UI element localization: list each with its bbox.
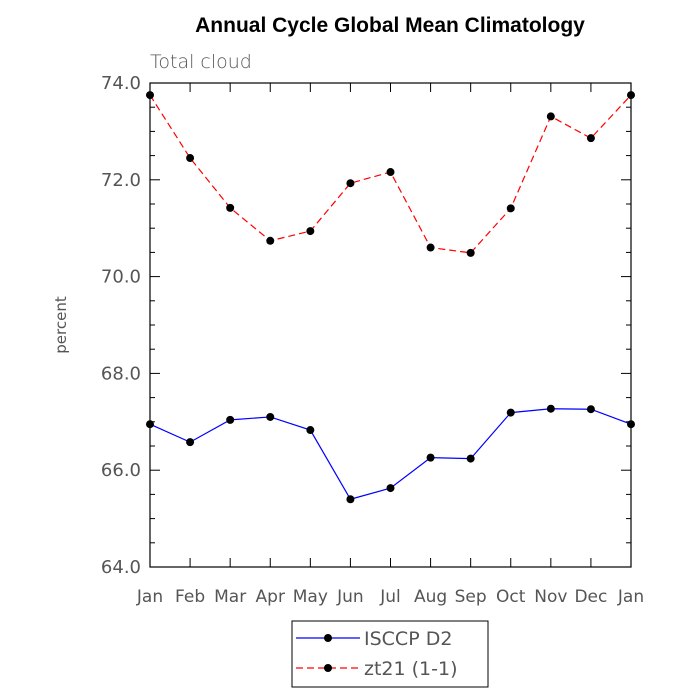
legend-marker-zt21 xyxy=(324,664,332,672)
x-tick-label: Jan xyxy=(136,587,163,607)
data-point xyxy=(226,415,235,424)
data-point xyxy=(186,438,195,447)
axes-layer: Jan Feb Mar Apr May Jun Jul Aug Sep Oct Nov Dec Jan 6… xyxy=(101,73,644,607)
data-point xyxy=(586,134,595,143)
y-tick-label: 74.0 xyxy=(101,73,141,94)
data-point xyxy=(466,454,475,463)
legend-marker-isccp-d2 xyxy=(324,634,332,642)
data-point xyxy=(306,227,315,236)
chart-subtitle: Total cloud xyxy=(150,51,252,73)
data-point xyxy=(546,404,555,413)
x-tick-label: Dec xyxy=(574,587,607,607)
data-point xyxy=(627,91,635,100)
data-point xyxy=(426,243,435,252)
x-tick-label: Aug xyxy=(414,587,447,607)
x-tick-label: Nov xyxy=(534,587,567,607)
data-point xyxy=(186,154,195,163)
data-point xyxy=(386,168,395,177)
data-point xyxy=(586,405,595,414)
legend: ISCCP D2 zt21 (1-1) xyxy=(291,620,489,688)
data-point xyxy=(346,179,355,188)
legend-label-isccp-d2: ISCCP D2 xyxy=(364,628,452,650)
x-tick-label: Jan xyxy=(617,587,644,607)
data-point xyxy=(146,91,154,100)
y-tick-label: 70.0 xyxy=(101,267,141,288)
legend-label-zt21: zt21 (1-1) xyxy=(364,658,458,680)
data-point xyxy=(426,453,435,462)
x-tick-label: Mar xyxy=(214,587,246,607)
data-point xyxy=(466,248,475,257)
x-tick-label: Oct xyxy=(496,587,526,607)
plot-frame xyxy=(149,82,632,568)
data-point xyxy=(386,484,395,493)
y-tick-label: 66.0 xyxy=(101,460,141,481)
series-layer xyxy=(146,91,635,504)
y-tick-label: 64.0 xyxy=(101,557,141,578)
data-point xyxy=(546,112,555,121)
data-point xyxy=(266,236,275,245)
data-point xyxy=(346,495,355,504)
data-point xyxy=(306,426,315,435)
x-tick-label: Jul xyxy=(379,587,401,607)
data-point xyxy=(146,420,154,429)
data-point xyxy=(506,204,515,213)
x-tick-label: Apr xyxy=(256,587,285,607)
data-point xyxy=(266,412,275,421)
x-tick-label: Jun xyxy=(336,587,364,607)
chart-title: Annual Cycle Global Mean Climatology xyxy=(195,14,585,37)
y-axis-label: percent xyxy=(52,296,70,354)
data-point xyxy=(627,420,635,429)
y-tick-label: 68.0 xyxy=(101,363,141,384)
x-tick-label: May xyxy=(293,587,328,607)
x-tick-label: Feb xyxy=(175,587,205,607)
x-tick-label: Sep xyxy=(455,587,487,607)
data-point xyxy=(506,408,515,417)
y-tick-label: 72.0 xyxy=(101,170,141,191)
data-point xyxy=(226,203,235,212)
legend-box xyxy=(291,620,489,688)
